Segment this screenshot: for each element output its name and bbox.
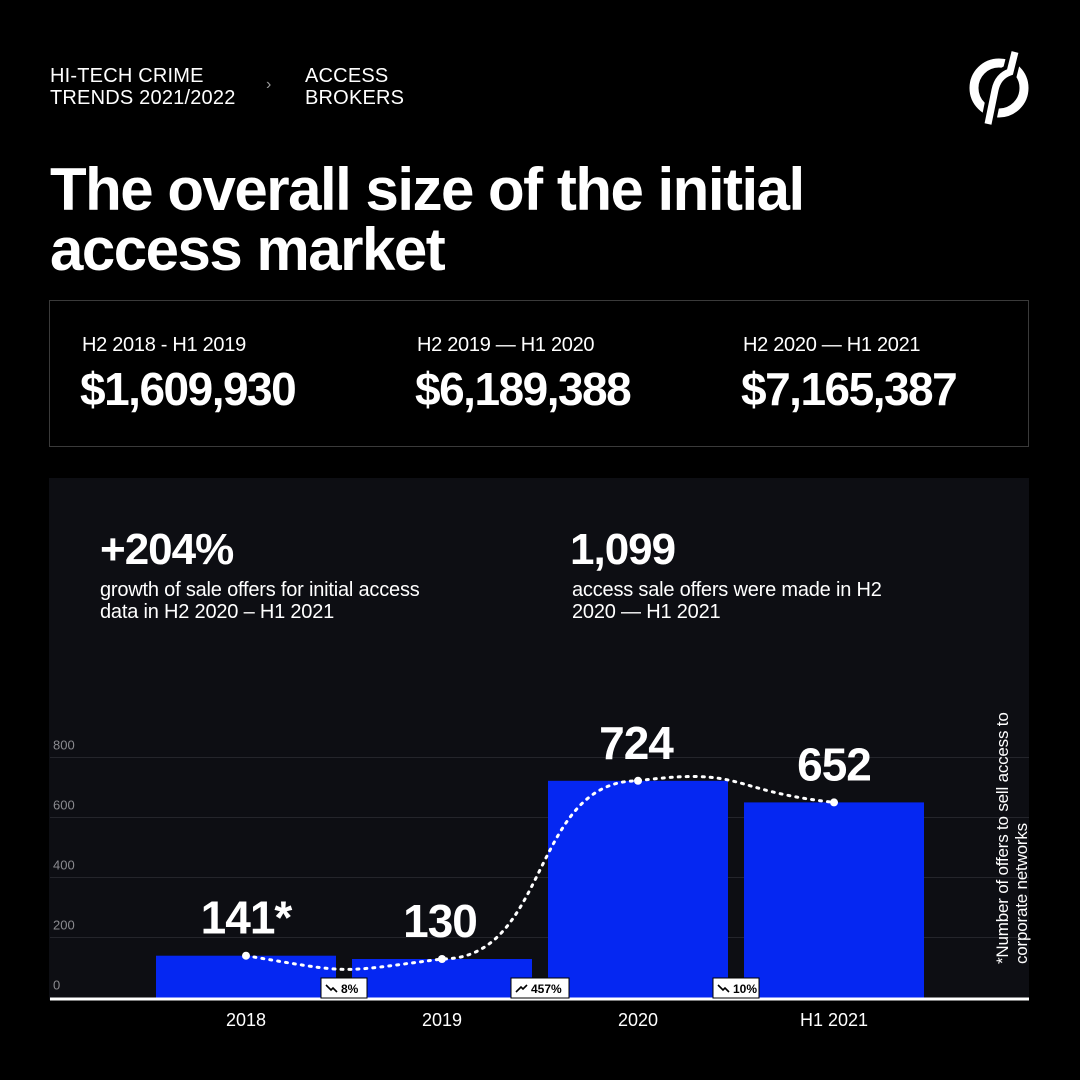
logo-ring — [969, 58, 1029, 118]
kpi-growth-description: growth of sale offers for initial access… — [100, 579, 420, 623]
bar — [548, 780, 728, 998]
change-badge-label: 10% — [733, 982, 757, 996]
kpi-offers-description: access sale offers were made in H2 2020 … — [572, 579, 882, 623]
trend-point — [242, 951, 250, 960]
stat-value: $6,189,388 — [415, 363, 632, 415]
change-badge — [510, 977, 570, 999]
stat-period: H2 2019 — H1 2020 — [417, 334, 595, 356]
data-label: 130 — [403, 895, 477, 947]
data-label: 724 — [599, 717, 674, 769]
y-tick-label: 400 — [53, 858, 75, 873]
y-tick-label: 0 — [53, 978, 60, 993]
x-tick-label: H1 2021 — [800, 1010, 868, 1030]
change-badge-label: 8% — [341, 982, 359, 996]
change-badge — [712, 977, 760, 999]
stat-period: H2 2020 — H1 2021 — [743, 334, 921, 356]
data-label: 141* — [201, 892, 293, 944]
breadcrumb-report[interactable]: HI-TECH CRIME TRENDS 2021/2022 — [50, 65, 236, 109]
brand-logo-icon[interactable] — [964, 48, 1034, 128]
trend-point — [438, 955, 446, 963]
bar — [156, 955, 336, 998]
data-label: 652 — [797, 738, 871, 790]
trend-point — [830, 798, 838, 807]
breadcrumb-chevron-icon: › — [266, 76, 272, 93]
trend-point — [634, 776, 642, 785]
trend-down-icon — [717, 984, 730, 993]
y-tick-label: 200 — [53, 918, 75, 933]
page-title: The overall size of the initial access m… — [50, 156, 805, 283]
stat-period: H2 2018 - H1 2019 — [82, 334, 246, 356]
y-tick-label: 800 — [53, 738, 75, 753]
x-tick-label: 2018 — [226, 1010, 266, 1030]
stat-value: $7,165,387 — [741, 363, 958, 415]
change-badge — [320, 977, 368, 999]
kpi-growth-value: +204% — [100, 525, 234, 574]
trend-line — [244, 775, 836, 971]
stat-value: $1,609,930 — [80, 363, 297, 415]
stats-box — [49, 300, 1029, 447]
change-badge-label: 457% — [531, 982, 562, 996]
breadcrumb-section[interactable]: ACCESS BROKERS — [305, 65, 405, 109]
x-tick-label: 2019 — [422, 1010, 462, 1030]
y-tick-label: 600 — [53, 798, 75, 813]
trend-up-icon — [515, 984, 528, 993]
logo-stroke — [984, 51, 1019, 125]
bar — [744, 802, 924, 998]
chart-footnote: *Number of offers to sell access to corp… — [993, 712, 1031, 964]
bar — [352, 959, 532, 998]
kpi-offers-value: 1,099 — [570, 525, 676, 574]
trend-down-icon — [325, 984, 338, 993]
x-tick-label: 2020 — [618, 1010, 658, 1030]
